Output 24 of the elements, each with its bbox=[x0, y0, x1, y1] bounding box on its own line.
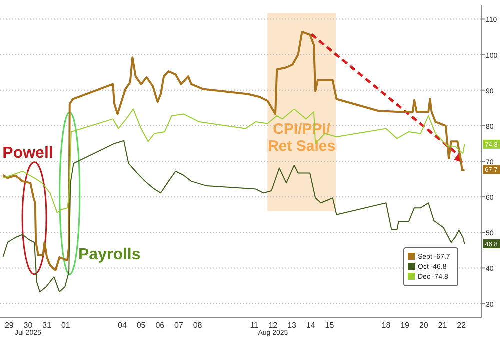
annotation: Payrolls bbox=[78, 246, 141, 264]
x-tick-label: 01 bbox=[61, 321, 71, 330]
x-tick-label: 08 bbox=[193, 321, 203, 330]
x-tick-label: 06 bbox=[156, 321, 166, 330]
x-tick-label: 11 bbox=[250, 321, 260, 330]
x-tick-label: 18 bbox=[382, 321, 392, 330]
x-tick-label: 22 bbox=[457, 321, 467, 330]
x-tick-label: 15 bbox=[325, 321, 335, 330]
x-tick-label: 21 bbox=[438, 321, 448, 330]
annotation: Powell bbox=[2, 144, 54, 162]
x-tick-label: 13 bbox=[288, 321, 298, 330]
x-tick-label: 19 bbox=[400, 321, 410, 330]
x-tick-label: 12 bbox=[268, 321, 278, 330]
x-tick-label: 05 bbox=[136, 321, 146, 330]
x-tick-label: 14 bbox=[306, 321, 316, 330]
x-tick-label: 04 bbox=[118, 321, 128, 330]
x-tick-label: 30 bbox=[24, 321, 34, 330]
line-series bbox=[2, 31, 466, 272]
line-series bbox=[2, 140, 466, 293]
x-tick-label: 20 bbox=[419, 321, 429, 330]
x-tick-label: 07 bbox=[174, 321, 184, 330]
x-tick-label: 31 bbox=[42, 321, 52, 330]
x-tick-label: 29 bbox=[4, 321, 14, 330]
line-series bbox=[2, 108, 466, 214]
